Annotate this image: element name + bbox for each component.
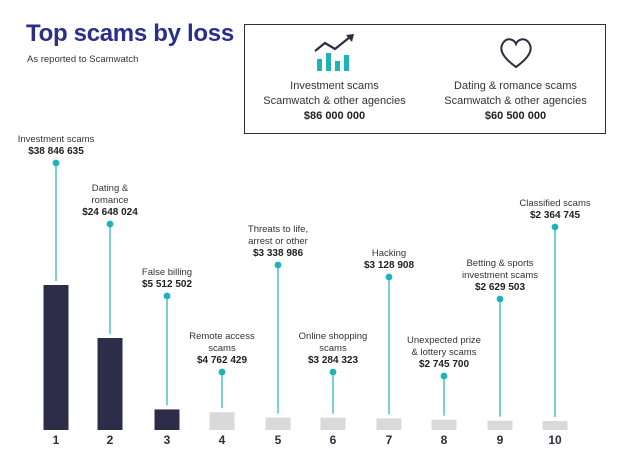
annotation-value-5: $3 338 986 [253,248,303,259]
summary-box: Investment scams Scamwatch & other agenc… [244,24,606,134]
annotation-value-10: $2 364 745 [530,210,580,221]
bar-9 [487,420,513,430]
category-label-10: 10 [548,433,562,447]
annotation-value-7: $3 128 908 [364,260,414,271]
summary-romance-amount: $60 500 000 [484,110,547,122]
annotation-value-2: $24 648 024 [82,207,138,218]
connector-dot-2 [106,220,114,228]
category-label-2: 2 [107,433,114,447]
annotation-label-9: investment scams [462,270,538,281]
annotation-label-6: scams [319,343,347,354]
summary-investment: Investment scams Scamwatch & other agenc… [247,33,422,124]
annotation-label-4: scams [208,343,236,354]
connector-dot-1 [52,159,60,167]
annotation-label-10: Classified scams [519,198,591,209]
summary-investment-amount: $86 000 000 [303,110,366,122]
bar-10 [542,421,568,430]
summary-romance: Dating & romance scams Scamwatch & other… [428,33,603,124]
category-label-7: 7 [386,433,393,447]
connector-dot-8 [440,372,448,380]
annotation-value-1: $38 846 635 [28,146,84,157]
category-label-8: 8 [441,433,448,447]
annotation-label-3: False billing [142,267,192,278]
connector-dot-4 [218,368,226,376]
annotation-value-9: $2 629 503 [475,282,525,293]
investment-chart-icon [247,33,422,75]
annotation-value-6: $3 284 323 [308,355,358,366]
bar-7 [376,418,402,430]
category-label-9: 9 [497,433,504,447]
annotation-label-2: Dating & [92,183,129,194]
bar-3 [154,409,180,430]
annotation-label-5: Threats to life, [248,224,308,235]
chart-title: Top scams by loss [26,20,234,47]
connector-dot-10 [551,223,559,231]
annotation-label-2: romance [92,195,129,206]
summary-romance-line1: Dating & romance scams [454,80,577,92]
category-label-4: 4 [219,433,226,447]
annotation-value-3: $5 512 502 [142,279,192,290]
connector-dot-6 [329,368,337,376]
bar-8 [431,419,457,430]
annotation-label-8: Unexpected prize [407,335,481,346]
annotation-value-4: $4 762 429 [197,355,247,366]
annotation-label-4: Remote access [189,331,255,342]
annotation-label-7: Hacking [372,248,406,259]
annotation-label-9: Betting & sports [466,258,533,269]
bar-5 [265,417,291,430]
connector-dot-3 [163,292,171,300]
chart-subtitle: As reported to Scamwatch [27,54,139,65]
connector-dot-7 [385,273,393,281]
category-label-1: 1 [53,433,60,447]
connector-dot-9 [496,295,504,303]
bar-6 [320,417,346,430]
annotation-label-1: Investment scams [18,134,95,145]
heart-icon [428,33,603,75]
summary-investment-line1: Investment scams [290,80,379,92]
connector-dot-5 [274,261,282,269]
summary-romance-line2: Scamwatch & other agencies [444,95,587,107]
bar-2 [97,337,123,430]
bar-1 [43,285,69,430]
annotation-label-6: Online shopping [299,331,368,342]
category-label-6: 6 [330,433,337,447]
summary-investment-line2: Scamwatch & other agencies [263,95,406,107]
annotation-value-8: $2 745 700 [419,359,469,370]
bar-4 [209,412,235,430]
category-label-5: 5 [275,433,282,447]
annotation-label-5: arrest or other [248,236,308,247]
category-label-3: 3 [164,433,171,447]
annotation-label-8: & lottery scams [412,347,477,358]
